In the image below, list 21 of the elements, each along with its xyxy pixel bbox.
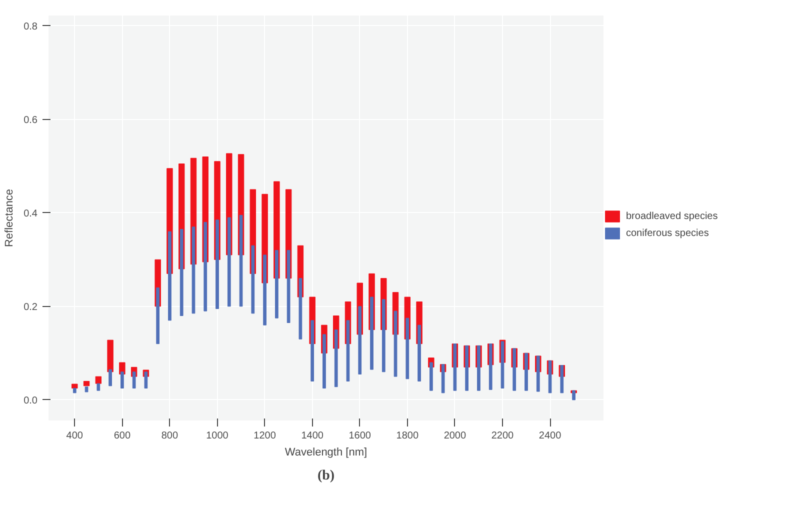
y-tick-label: 0.8 <box>24 21 38 32</box>
x-tick-label: 600 <box>114 430 131 442</box>
legend-label: broadleaved species <box>626 210 718 222</box>
y-tick-label: 0.0 <box>24 395 38 406</box>
x-axis-title: Wavelength [nm] <box>284 446 368 458</box>
x-tick-label: 2200 <box>491 430 514 442</box>
x-tick-label: 1400 <box>301 430 324 442</box>
y-tick-label: 0.6 <box>24 114 38 126</box>
x-tick-label: 1200 <box>254 430 276 442</box>
x-tick-label: 1600 <box>348 430 372 442</box>
x-tick-label: 2000 <box>444 430 467 442</box>
y-tick-label: 0.2 <box>24 302 38 313</box>
text: (b) <box>317 468 335 484</box>
x-tick-label: 400 <box>66 430 84 442</box>
y-tick-label: 0.4 <box>24 208 38 220</box>
y-axis-title: Reflectance <box>4 188 16 248</box>
x-tick-label: 1800 <box>396 430 419 442</box>
x-tick-label: 2400 <box>538 430 562 442</box>
x-tick-label: 1000 <box>206 430 229 442</box>
legend-label: coniferous species <box>626 228 709 238</box>
x-tick-label: 800 <box>161 430 178 442</box>
